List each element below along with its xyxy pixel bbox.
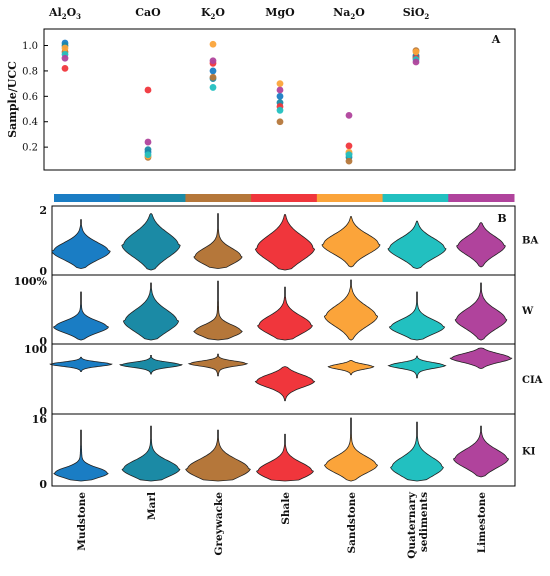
scatter-point (345, 142, 353, 150)
scatter-point (144, 138, 152, 146)
violin (256, 433, 314, 482)
category-label: Limestone (476, 492, 488, 554)
violin (53, 429, 109, 482)
violin (456, 222, 506, 268)
oxide-label: Al2O3 (48, 6, 81, 21)
color-band-segment (382, 194, 449, 202)
color-band-segment (185, 194, 252, 202)
y-axis-label: Sample/UCC (6, 61, 19, 138)
color-band-segment (316, 194, 384, 202)
color-band (54, 194, 515, 202)
scatter-point (209, 57, 217, 65)
violin (254, 366, 316, 402)
row-ytick-bottom: 0 (39, 478, 47, 491)
scatter-point (412, 58, 420, 66)
violin (449, 347, 513, 369)
category-label: Quaternary (406, 491, 418, 559)
violin (185, 429, 251, 482)
oxide-label: CaO (135, 6, 161, 19)
row-label: BA (522, 236, 538, 247)
oxide-label: SiO2 (403, 6, 430, 21)
violin (49, 356, 113, 372)
row-label: CIA (522, 375, 543, 386)
row-ytick-bottom: 0 (39, 335, 47, 348)
category-label: Greywacke (213, 492, 225, 556)
violin (51, 219, 111, 269)
scatter-point (276, 86, 284, 94)
y-tick-label: 0.4 (22, 117, 38, 128)
violin (121, 213, 181, 271)
oxide-label: K2O (201, 6, 225, 21)
scatter-point (209, 67, 217, 75)
scatter-point (209, 84, 217, 91)
violin (390, 421, 444, 482)
row-label: W (521, 306, 534, 317)
oxide-label: Na2O (333, 6, 365, 21)
category-label: Marl (146, 492, 158, 520)
color-band-segment (251, 194, 318, 202)
violin (387, 355, 447, 379)
scatter-point (412, 48, 420, 56)
scatter-point (61, 64, 69, 72)
violin (388, 291, 446, 341)
category-label: Sandstone (346, 492, 358, 554)
color-band-segment (119, 194, 186, 202)
panel-b-frame (51, 205, 516, 487)
scatter-point (276, 106, 284, 114)
category-label: Shale (280, 492, 292, 525)
scatter-point (61, 54, 69, 62)
scatter-point (144, 86, 152, 94)
scatter-point (345, 157, 353, 165)
scatter-point (345, 111, 353, 119)
scatter-point (144, 151, 152, 159)
row-ytick-bottom: 0 (39, 265, 47, 278)
violin (193, 280, 243, 341)
violin (387, 220, 447, 269)
panel-label-a: A (491, 33, 501, 46)
violin (323, 417, 379, 482)
violin (254, 214, 316, 271)
row-label: KI (522, 447, 536, 458)
row-ytick-bottom: 0 (39, 405, 47, 418)
violin (323, 279, 379, 341)
row-ytick-top: 100 (24, 343, 47, 356)
violin (187, 353, 249, 377)
violin (257, 286, 313, 341)
color-band-segment (448, 194, 515, 202)
scatter-point (276, 92, 284, 100)
row-ytick-top: 2 (39, 204, 47, 217)
scatter-point (276, 118, 284, 126)
violin (122, 282, 180, 341)
color-band-segment (54, 194, 121, 202)
violin (453, 425, 509, 478)
scatter-point (144, 146, 152, 154)
panel-a-frame (43, 28, 516, 171)
scatter-point (276, 80, 284, 88)
violin (327, 360, 375, 376)
scatter-point (61, 44, 69, 52)
violin (193, 213, 243, 269)
scatter-point (209, 73, 217, 81)
y-tick-label: 0.2 (22, 143, 38, 154)
category-label: sediments (418, 492, 430, 552)
violin (454, 282, 508, 341)
violin (52, 291, 110, 341)
scatter-point (209, 40, 217, 48)
violin (121, 425, 181, 482)
oxide-label: MgO (265, 6, 295, 19)
row-ytick-top: 100% (14, 275, 48, 288)
panel-label-b: B (497, 212, 506, 225)
row-ytick-top: 16 (32, 413, 48, 426)
y-tick-label: 0.8 (22, 66, 38, 77)
violin (321, 216, 381, 268)
category-label: Mudstone (76, 492, 88, 551)
violin (119, 355, 183, 375)
y-tick-label: 1.0 (22, 41, 38, 52)
y-tick-label: 0.6 (22, 92, 38, 103)
scatter-point (345, 151, 353, 159)
